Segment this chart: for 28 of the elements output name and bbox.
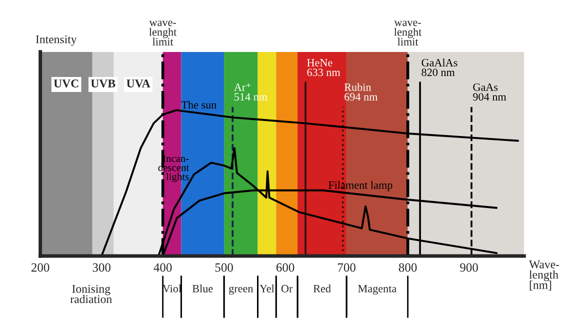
x-tick-label: 300: [92, 263, 110, 272]
text: Ionising radiation: [70, 284, 112, 304]
x-tick-label: 900: [460, 263, 478, 272]
band-label: Yel: [260, 284, 274, 292]
band-label: UVC: [54, 80, 78, 88]
x-tick-label: 500: [215, 263, 233, 272]
x-tick-label: 600: [276, 263, 294, 272]
band-label: UVB: [90, 80, 116, 88]
x-tick-label: 700: [338, 263, 356, 272]
text: Intensity: [36, 35, 77, 46]
x-tick-label: 200: [31, 263, 50, 272]
series-label: Filament lamp: [328, 181, 392, 192]
band-label: green: [229, 286, 254, 295]
ref-line-label: GaAs 904 nm: [473, 83, 506, 101]
band-label: Blue: [192, 284, 213, 292]
band-label: Magenta: [358, 284, 396, 295]
ref-line-label: wave- lenght limit: [149, 20, 177, 46]
ref-line-label: HeNe 633 nm: [307, 59, 340, 76]
x-tick-label: 400: [154, 263, 172, 272]
ref-line-label: wave- lenght limit: [394, 20, 422, 46]
series-label: The sun: [181, 100, 217, 109]
ref-line-label: GaAlAs 820 nm: [422, 58, 458, 76]
ref-line-label: Rubin 694 nm: [344, 83, 378, 101]
x-tick-label: 800: [398, 263, 417, 272]
x-axis-title: Wave- length [nm]: [529, 260, 560, 290]
band-label: Red: [313, 284, 331, 292]
band-label: Or: [281, 284, 293, 292]
band-label: UVA: [126, 80, 150, 88]
